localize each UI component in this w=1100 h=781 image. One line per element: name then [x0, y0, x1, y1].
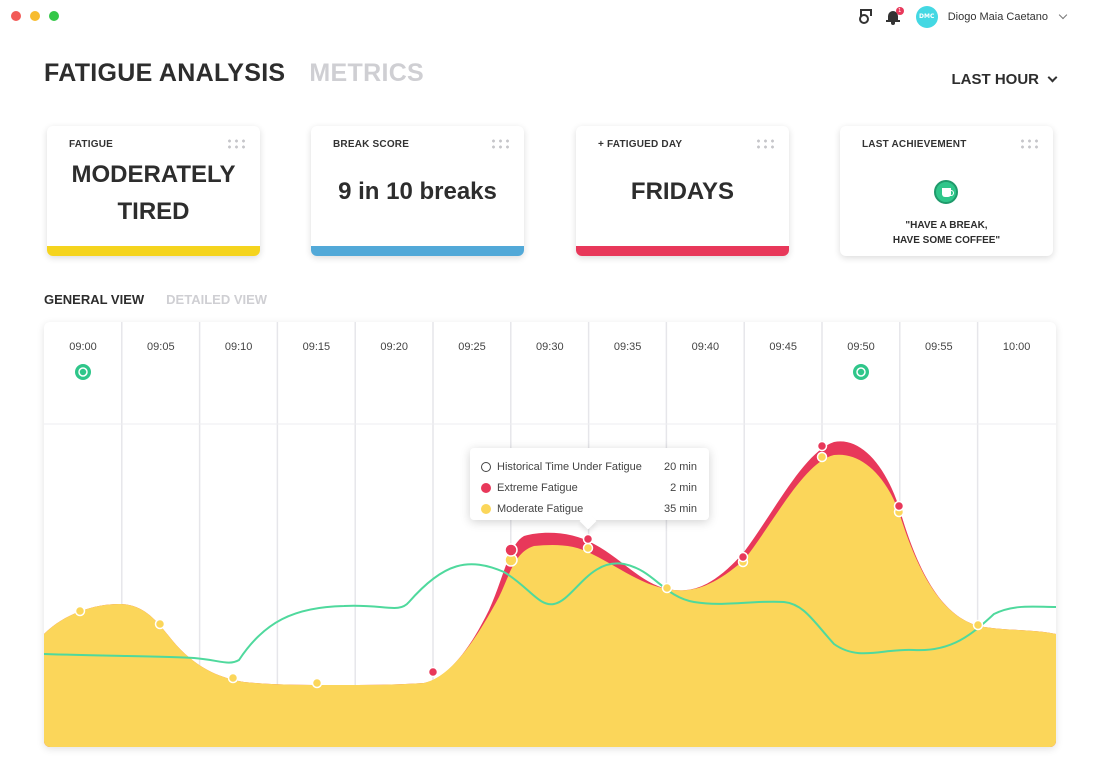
card-label: FATIGUE [69, 139, 113, 150]
card-color-bar [311, 246, 524, 256]
tooltip-label: Extreme Fatigue [497, 481, 578, 494]
window-controls [11, 11, 59, 21]
card-label: + FATIGUED DAY [598, 139, 683, 150]
page-title-tabs: FATIGUE ANALYSIS METRICS [44, 59, 424, 88]
tooltip-row-extreme: Extreme Fatigue 2 min [481, 477, 697, 498]
fatigue-chart-svg: 09:00 09:05 09:10 09:15 09:20 09:25 09:30 09:35… [44, 322, 1056, 747]
time-tick-label: 10:00 [1003, 341, 1031, 353]
coffee-cup-icon [934, 180, 958, 204]
fatigue-value-line1: MODERATELY [71, 161, 236, 188]
achievement-quote: "HAVE A BREAK, HAVE SOME COFFEE" [840, 218, 1053, 248]
data-point[interactable] [661, 582, 673, 594]
data-point[interactable] [504, 543, 518, 557]
user-name[interactable]: Diogo Maia Caetano [947, 11, 1048, 23]
break-score-card[interactable]: BREAK SCORE 9 in 10 breaks [311, 126, 524, 256]
time-tick-label: 09:10 [225, 341, 253, 353]
tooltip-value: 20 min [663, 460, 697, 473]
time-tick-label: 09:50 [847, 341, 875, 353]
close-window-button[interactable] [11, 11, 21, 21]
view-tabs: GENERAL VIEW DETAILED VIEW [44, 292, 267, 307]
time-tick-label: 09:35 [614, 341, 642, 353]
fatigue-value-line2: TIRED [117, 198, 190, 225]
notification-badge: 1 [895, 7, 904, 15]
card-color-bar [576, 246, 789, 256]
chevron-down-icon[interactable] [1058, 10, 1068, 20]
data-point[interactable] [816, 451, 828, 463]
data-point[interactable] [893, 500, 905, 512]
tab-fatigue-analysis[interactable]: FATIGUE ANALYSIS [44, 59, 286, 87]
time-tick-label: 09:15 [303, 341, 331, 353]
fatigued-day-value: FRIDAYS [630, 178, 735, 205]
time-tick-label: 09:00 [69, 341, 97, 353]
tooltip-label: Historical Time Under Fatigue [497, 460, 642, 473]
moderate-legend-icon [481, 503, 491, 514]
bell-icon[interactable]: 1 [885, 7, 904, 25]
tooltip-value: 35 min [663, 502, 697, 515]
zoom-window-button[interactable] [49, 11, 59, 21]
chevron-down-icon [1047, 72, 1058, 82]
time-tick-label: 09:20 [380, 341, 408, 353]
card-label: BREAK SCORE [333, 139, 410, 150]
fatigue-chart[interactable]: 09:00 09:05 09:10 09:15 09:20 09:25 09:30 09:35… [44, 322, 1056, 747]
time-range-label: LAST HOUR [951, 71, 1040, 88]
data-point[interactable] [582, 533, 594, 545]
user-area: 1 DMC Diogo Maia Caetano [858, 6, 1068, 28]
break-marker-icon[interactable] [75, 364, 91, 380]
data-point[interactable] [227, 672, 239, 684]
quote-line2: HAVE SOME COFFEE" [892, 235, 1001, 246]
drag-handle-icon[interactable] [490, 138, 510, 150]
extreme-legend-icon [481, 482, 491, 493]
tooltip-label: Moderate Fatigue [497, 502, 584, 515]
time-tick-label: 09:05 [147, 341, 175, 353]
break-score-value: 9 in 10 breaks [338, 178, 497, 205]
card-label: LAST ACHIEVEMENT [862, 139, 967, 150]
time-tick-label: 09:30 [536, 341, 564, 353]
quote-line1: "HAVE A BREAK, [905, 220, 988, 231]
tab-detailed-view[interactable]: DETAILED VIEW [166, 292, 268, 307]
fatigued-day-card[interactable]: + FATIGUED DAY FRIDAYS [576, 126, 789, 256]
tooltip-row-moderate: Moderate Fatigue 35 min [481, 498, 697, 519]
data-points [74, 440, 984, 689]
time-tick-label: 09:55 [925, 341, 953, 353]
trend-line [44, 562, 1056, 664]
chart-tooltip: Historical Time Under Fatigue 20 min Ext… [470, 448, 709, 520]
moderate-fatigue-area [44, 454, 1056, 747]
avatar[interactable]: DMC [915, 6, 938, 28]
historical-legend-icon [481, 461, 491, 472]
data-point[interactable] [74, 605, 86, 617]
data-point[interactable] [154, 618, 166, 630]
minimize-window-button[interactable] [30, 11, 40, 21]
time-range-dropdown[interactable]: LAST HOUR [951, 71, 1058, 88]
data-point[interactable] [311, 677, 323, 689]
tooltip-row-historical: Historical Time Under Fatigue 20 min [481, 456, 697, 477]
drag-handle-icon[interactable] [226, 138, 246, 150]
time-tick-label: 09:45 [769, 341, 797, 353]
tooltip-value: 2 min [670, 481, 697, 494]
data-point[interactable] [427, 666, 439, 678]
last-achievement-card[interactable]: LAST ACHIEVEMENT "HAVE A BREAK, HAVE SOM… [840, 126, 1053, 256]
fatigue-card[interactable]: FATIGUE MODERATELY TIRED [47, 126, 260, 256]
break-marker-icon[interactable] [853, 364, 869, 380]
time-tick-label: 09:25 [458, 341, 486, 353]
drag-handle-icon[interactable] [1019, 138, 1039, 150]
drag-handle-icon[interactable] [755, 138, 775, 150]
data-point[interactable] [582, 542, 594, 554]
data-point[interactable] [816, 440, 828, 452]
tab-metrics[interactable]: METRICS [309, 59, 425, 87]
fatigue-value: MODERATELY TIRED [47, 156, 260, 230]
card-color-bar [47, 246, 260, 256]
tab-general-view[interactable]: GENERAL VIEW [44, 292, 145, 307]
data-point[interactable] [972, 619, 984, 631]
medal-icon[interactable] [858, 9, 872, 25]
time-tick-label: 09:40 [692, 341, 720, 353]
data-point[interactable] [737, 551, 749, 563]
